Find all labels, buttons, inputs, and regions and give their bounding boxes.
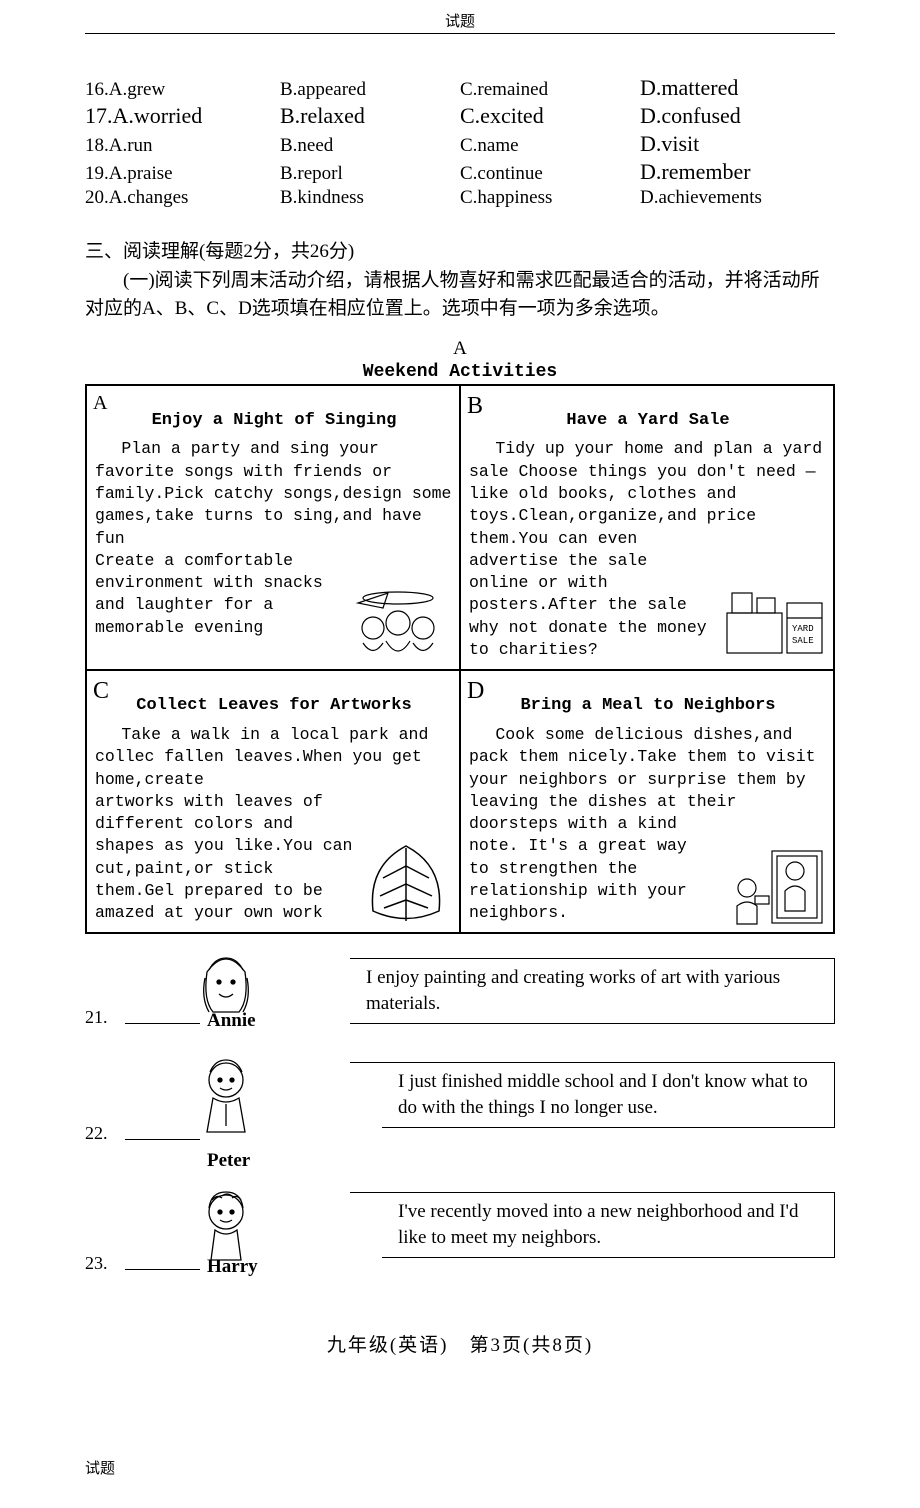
- match-left: 21. Annie: [85, 950, 350, 1038]
- activity-grid: A Enjoy a Night of Singing Plan a party …: [85, 384, 835, 935]
- cell-title: Collect Leaves for Artworks: [95, 679, 453, 724]
- avatar-peter-icon: [195, 1054, 257, 1126]
- mc-opt-c: C.happiness: [460, 186, 640, 210]
- cell-title: Bring a Meal to Neighbors: [469, 679, 827, 724]
- mc-opt-a: 19.A.praise: [85, 158, 280, 186]
- cell-letter: D: [467, 675, 484, 707]
- mc-opt-a: 16.A.grew: [85, 74, 280, 102]
- mc-options-table: 16.A.grew B.appeared C.remained D.matter…: [85, 74, 835, 210]
- match-number: 21.: [85, 1007, 108, 1028]
- match-name: Peter: [207, 1150, 250, 1172]
- activity-cell-d: D Bring a Meal to Neighbors Cook some de…: [460, 670, 834, 933]
- section-heading-block: 三、阅读理解(每题2分，共26分) (一)阅读下列周末活动介绍，请根据人物喜好和…: [85, 238, 835, 324]
- answer-blank[interactable]: [125, 1138, 200, 1140]
- cell-body: Take a walk in a local park and collec f…: [95, 724, 453, 791]
- singing-family-icon: [343, 583, 453, 663]
- mc-opt-b: B.kindness: [280, 186, 460, 210]
- answer-blank[interactable]: [125, 1022, 200, 1024]
- speech-text: I enjoy painting and creating works of a…: [350, 958, 835, 1023]
- mc-row: 19.A.praise B.reporl C.continue D.rememb…: [85, 158, 835, 186]
- speech-text: I've recently moved into a new neighborh…: [382, 1192, 835, 1257]
- cell-letter: B: [467, 390, 483, 422]
- section-instructions: (一)阅读下列周末活动介绍，请根据人物喜好和需求匹配最适合的活动，并将活动所对应…: [85, 267, 835, 324]
- mc-opt-d: D.achievements: [640, 186, 835, 210]
- mc-opt-a: 20.A.changes: [85, 186, 280, 210]
- cell-body: Tidy up your home and plan a yard sale C…: [469, 438, 827, 527]
- bottom-label: 试题: [0, 1457, 920, 1508]
- match-row: 23. Harry I've recently moved into a new…: [85, 1184, 835, 1284]
- header-rule: [85, 33, 835, 34]
- avatar-harry-icon: [195, 1184, 257, 1256]
- mc-opt-a: 17.A.worried: [85, 102, 280, 130]
- mc-opt-b: B.need: [280, 130, 460, 158]
- exam-page: 试题 16.A.grew B.appeared C.remained D.mat…: [0, 0, 920, 1397]
- mc-opt-d: D.confused: [640, 102, 835, 130]
- section-heading: 三、阅读理解(每题2分，共26分): [85, 238, 835, 267]
- mc-row: 20.A.changes B.kindness C.happiness D.ac…: [85, 186, 835, 210]
- match-right: I've recently moved into a new neighborh…: [350, 1184, 835, 1257]
- match-number: 23.: [85, 1253, 108, 1274]
- svg-text:SALE: SALE: [792, 636, 814, 646]
- mc-opt-b: B.relaxed: [280, 102, 460, 130]
- match-row: 21. Annie I enjoy painting and creating …: [85, 950, 835, 1038]
- mc-opt-d: D.visit: [640, 130, 835, 158]
- cell-body: Cook some delicious dishes,and pack them…: [469, 724, 827, 813]
- svg-text:YARD: YARD: [792, 624, 814, 634]
- cell-title: Enjoy a Night of Singing: [95, 394, 453, 439]
- cell-body: Plan a party and sing your favorite song…: [95, 438, 453, 549]
- mc-opt-b: B.reporl: [280, 158, 460, 186]
- leaf-icon: [358, 836, 453, 926]
- mc-row: 17.A.worried B.relaxed C.excited D.confu…: [85, 102, 835, 130]
- mc-opt-d: D.remember: [640, 158, 835, 186]
- match-left: 22. Peter: [85, 1054, 350, 1154]
- mc-row: 18.A.run B.need C.name D.visit: [85, 130, 835, 158]
- cell-letter: C: [93, 675, 109, 707]
- passage-title: Weekend Activities: [85, 362, 835, 382]
- cell-letter: A: [93, 390, 107, 417]
- speech-tail: [350, 1192, 384, 1193]
- mc-opt-c: C.continue: [460, 158, 640, 186]
- speech-tail: [350, 1062, 384, 1063]
- page-header-title: 试题: [85, 10, 835, 33]
- yard-sale-icon: YARD SALE: [717, 583, 827, 663]
- activity-cell-b: B Have a Yard Sale Tidy up your home and…: [460, 385, 834, 671]
- cell-title: Have a Yard Sale: [469, 394, 827, 439]
- match-right: I enjoy painting and creating works of a…: [350, 950, 835, 1023]
- speech-text: I just finished middle school and I don'…: [382, 1062, 835, 1127]
- match-number: 22.: [85, 1123, 108, 1144]
- match-name: Annie: [207, 1010, 256, 1032]
- match-right: I just finished middle school and I don'…: [350, 1054, 835, 1127]
- match-name: Harry: [207, 1256, 258, 1278]
- match-row: 22. Peter I just finished middle school …: [85, 1054, 835, 1154]
- passage-label: A: [85, 338, 835, 360]
- mc-opt-b: B.appeared: [280, 74, 460, 102]
- activity-cell-a: A Enjoy a Night of Singing Plan a party …: [86, 385, 460, 671]
- mc-opt-c: C.excited: [460, 102, 640, 130]
- mc-opt-c: C.name: [460, 130, 640, 158]
- mc-opt-d: D.mattered: [640, 74, 835, 102]
- mc-opt-a: 18.A.run: [85, 130, 280, 158]
- activity-cell-c: C Collect Leaves for Artworks Take a wal…: [86, 670, 460, 933]
- answer-blank[interactable]: [125, 1268, 200, 1270]
- mc-row: 16.A.grew B.appeared C.remained D.matter…: [85, 74, 835, 102]
- mc-opt-c: C.remained: [460, 74, 640, 102]
- match-left: 23. Harry: [85, 1184, 350, 1284]
- neighbor-door-icon: [717, 846, 827, 926]
- page-footer: 九年级(英语) 第3页(共8页): [85, 1330, 835, 1357]
